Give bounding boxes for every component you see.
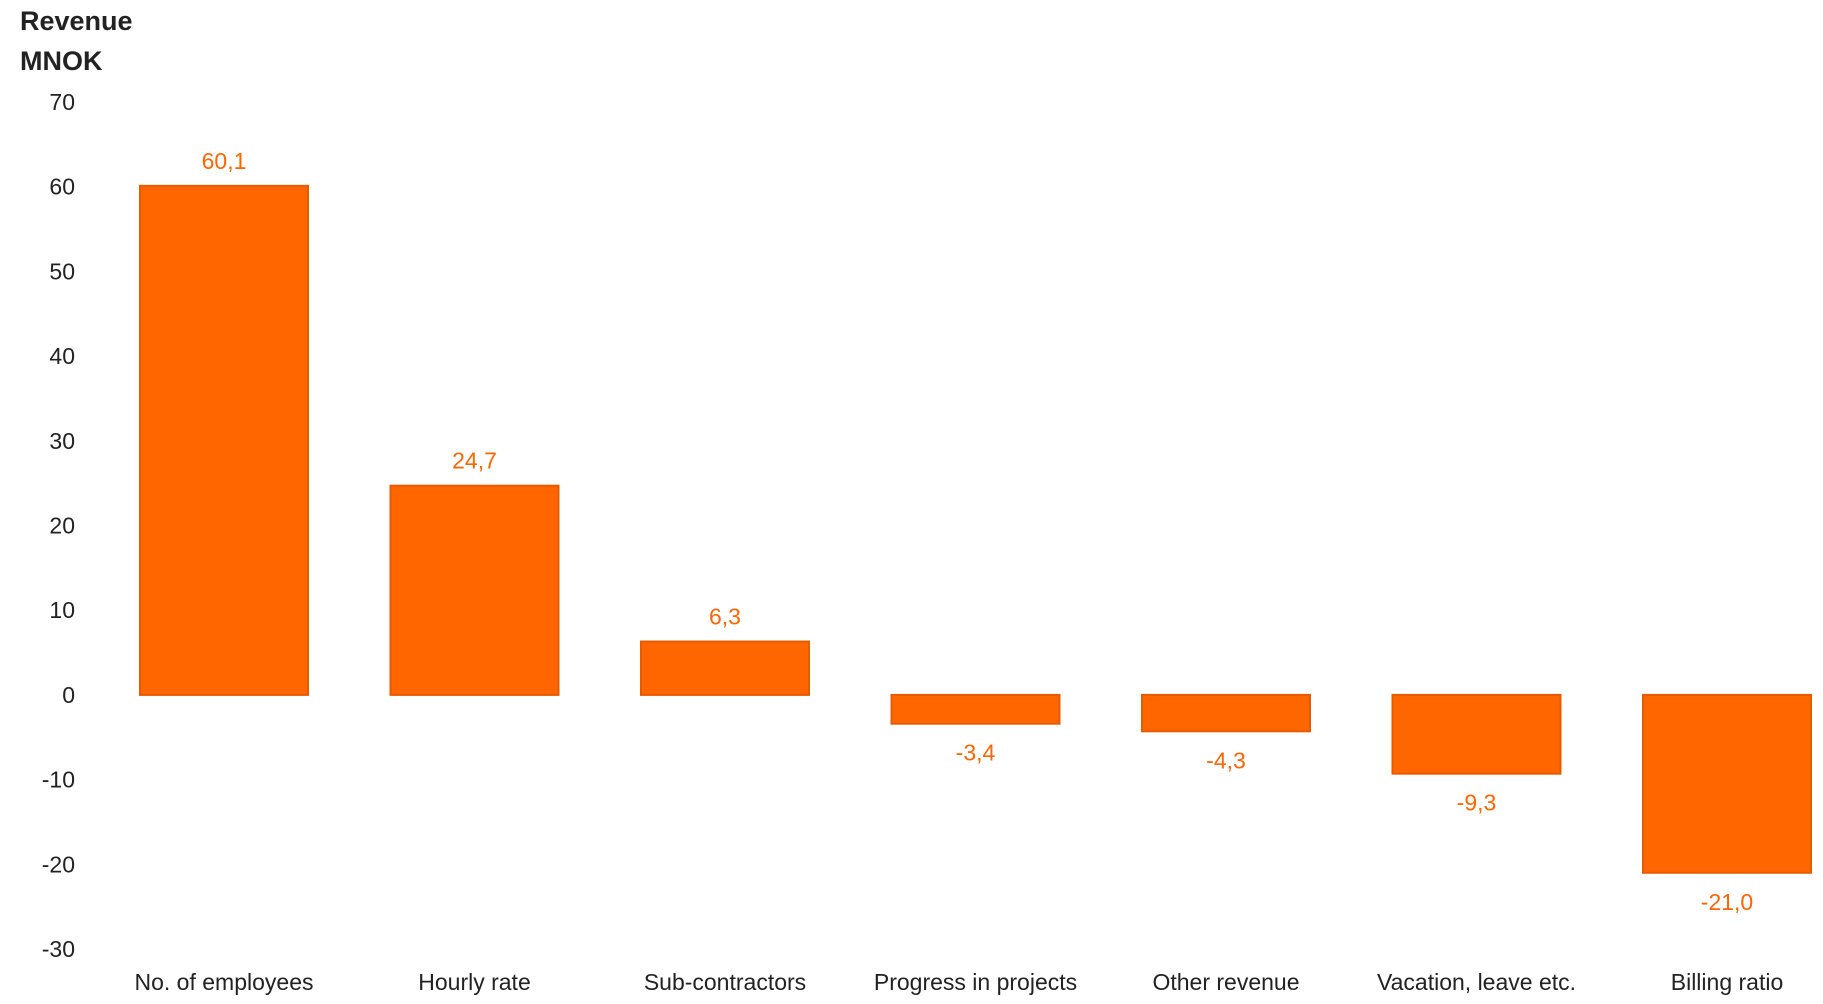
data-label: 60,1 <box>202 148 247 174</box>
bar <box>1391 693 1562 775</box>
y-tick-label: 0 <box>62 682 75 708</box>
bar <box>139 184 309 696</box>
y-tick-label: 40 <box>49 343 75 369</box>
data-label: -3,4 <box>956 740 996 766</box>
y-tick-label: 10 <box>49 597 75 623</box>
x-category-label: Hourly rate <box>418 969 530 995</box>
y-axis-ticks: 70 60 50 40 30 20 10 0 -10 -20 -30 <box>42 89 75 962</box>
y-tick-label: 30 <box>49 428 75 454</box>
bar <box>1642 693 1812 874</box>
x-category-label: Billing ratio <box>1671 969 1784 995</box>
y-tick-label: 20 <box>49 513 75 539</box>
y-tick-label: 60 <box>49 174 75 200</box>
y-axis-title-line-2: MNOK <box>20 46 103 76</box>
x-category-label: Vacation, leave etc. <box>1377 969 1576 995</box>
data-label: 24,7 <box>452 448 497 474</box>
bar <box>890 693 1061 725</box>
x-category-label: Sub-contractors <box>644 969 806 995</box>
y-tick-label: -10 <box>42 767 75 793</box>
x-category-label: No. of employees <box>135 969 314 995</box>
y-tick-label: -20 <box>42 851 75 877</box>
bar <box>640 640 810 696</box>
data-labels: 60,1 24,7 6,3 -3,4 -4,3 -9,3 -21,0 <box>202 148 1754 915</box>
x-axis-labels: No. of employees Hourly rate Sub-contracto… <box>135 969 1784 995</box>
bars <box>139 184 1812 874</box>
y-axis-title: Revenue MNOK <box>20 6 133 76</box>
bar <box>389 484 560 696</box>
data-label: -21,0 <box>1701 889 1753 915</box>
y-tick-label: 50 <box>49 258 75 284</box>
bar <box>1141 693 1311 733</box>
y-tick-label: 70 <box>49 89 75 115</box>
x-category-label: Other revenue <box>1152 969 1299 995</box>
x-category-label: Progress in projects <box>874 969 1077 995</box>
data-label: -4,3 <box>1206 747 1246 773</box>
data-label: 6,3 <box>709 604 741 630</box>
y-axis-title-line-1: Revenue <box>20 6 133 36</box>
data-label: -9,3 <box>1457 790 1497 816</box>
y-tick-label: -30 <box>42 936 75 962</box>
